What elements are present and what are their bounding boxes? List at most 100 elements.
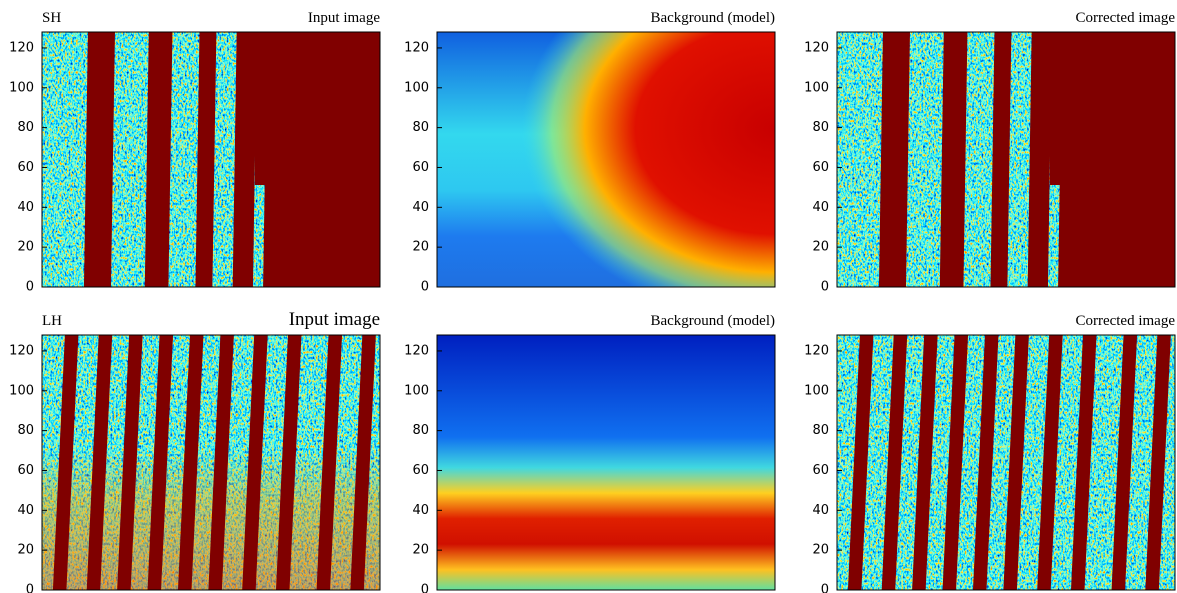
y-tick-label: 40 (412, 503, 429, 518)
order-stripe (1070, 335, 1097, 590)
order-stripe (1003, 335, 1029, 590)
saturated-block (254, 32, 380, 185)
y-tick-label: 20 (17, 240, 34, 255)
y-tick-label: 40 (17, 503, 34, 518)
y-tick-label: 80 (17, 423, 34, 438)
image (437, 335, 775, 590)
panel-title: Background (model) (650, 10, 775, 26)
order-stripe (972, 335, 999, 590)
frame (41, 334, 381, 591)
y-tick-label: 60 (17, 463, 34, 478)
y-tick-label: 0 (26, 583, 34, 593)
y-tick-label: 60 (17, 160, 34, 175)
y-tick-label: 0 (421, 280, 429, 295)
order-stripe (1145, 335, 1171, 590)
panel-title: Corrected image (1075, 313, 1175, 329)
y-tick-label: 100 (404, 80, 429, 95)
order-stripe (942, 335, 969, 590)
order-stripe (1027, 32, 1052, 287)
order-stripe (208, 335, 234, 590)
panel: 0 20 40 60 80 100 120 SH Input image (9, 10, 381, 295)
y-tick-label: 0 (821, 280, 829, 295)
order-stripe (232, 32, 257, 287)
y-tick-label: 0 (421, 583, 429, 593)
order-stripe (195, 32, 217, 287)
y-tick-label: 60 (412, 463, 429, 478)
y-tick-label: 60 (812, 160, 829, 175)
order-stripe (912, 335, 938, 590)
order-stripe (1111, 335, 1138, 590)
order-stripe (242, 335, 268, 590)
order-stripe (881, 335, 908, 590)
panel: 0 20 40 60 80 100 120 LH Input image (9, 309, 381, 593)
order-stripe (83, 32, 115, 287)
y-tick-label: 80 (412, 120, 429, 135)
y-tick-label: 20 (412, 240, 429, 255)
panel: 0 20 40 60 80 100 120 Corrected image (804, 10, 1176, 295)
order-stripe (52, 335, 79, 590)
frame (436, 334, 776, 591)
panel-title: Input image (289, 309, 380, 330)
y-tick-label: 100 (804, 80, 829, 95)
order-stripe (144, 32, 173, 287)
order-stripe (117, 335, 143, 590)
panel-title: Corrected image (1075, 10, 1175, 26)
y-tick-label: 20 (17, 543, 34, 558)
y-tick-label: 120 (404, 343, 429, 358)
order-stripe (147, 335, 174, 590)
y-tick-label: 40 (812, 200, 829, 215)
order-stripe (316, 335, 343, 590)
panel-label: LH (42, 313, 62, 329)
y-tick-label: 100 (404, 383, 429, 398)
saturated-block (1049, 32, 1175, 185)
order-stripe (847, 335, 874, 590)
y-tick-label: 60 (812, 463, 829, 478)
image (42, 335, 380, 590)
background-blob (437, 32, 775, 287)
y-tick-label: 0 (26, 280, 34, 295)
order-stripe (878, 32, 910, 287)
order-stripe (275, 335, 302, 590)
y-tick-label: 100 (9, 383, 34, 398)
y-tick-label: 40 (17, 200, 34, 215)
y-tick-label: 100 (9, 80, 34, 95)
y-tick-label: 80 (17, 120, 34, 135)
panel-label: SH (42, 10, 61, 26)
y-tick-label: 20 (812, 543, 829, 558)
panel-title: Input image (308, 10, 380, 26)
panel-title: Background (model) (650, 313, 775, 329)
image (837, 32, 1175, 287)
frame (41, 31, 381, 288)
y-tick-label: 20 (812, 240, 829, 255)
order-stripe (86, 335, 113, 590)
y-tick-label: 40 (412, 200, 429, 215)
panel: 0 20 40 60 80 100 120 Corrected image (804, 313, 1176, 593)
y-tick-label: 60 (412, 160, 429, 175)
frame (836, 334, 1176, 591)
y-tick-label: 0 (821, 583, 829, 593)
y-tick-label: 120 (9, 343, 34, 358)
order-stripe (350, 335, 376, 590)
panel: 0 20 40 60 80 100 120 Background (model) (404, 313, 776, 593)
panel: 0 20 40 60 80 100 120 Background (model) (404, 10, 776, 295)
y-tick-label: 80 (812, 423, 829, 438)
y-tick-label: 20 (412, 543, 429, 558)
image (837, 335, 1175, 590)
frame (836, 31, 1176, 288)
y-tick-label: 120 (804, 40, 829, 55)
y-tick-label: 120 (404, 40, 429, 55)
y-tick-label: 40 (812, 503, 829, 518)
y-tick-label: 120 (9, 40, 34, 55)
y-tick-label: 80 (812, 120, 829, 135)
background-model (437, 335, 775, 590)
image (437, 32, 775, 287)
y-tick-label: 100 (804, 383, 829, 398)
image (42, 32, 380, 287)
frame (436, 31, 776, 288)
order-stripe (177, 335, 204, 590)
order-stripe (1037, 335, 1063, 590)
y-tick-label: 120 (804, 343, 829, 358)
order-stripe (990, 32, 1012, 287)
y-tick-label: 80 (412, 423, 429, 438)
